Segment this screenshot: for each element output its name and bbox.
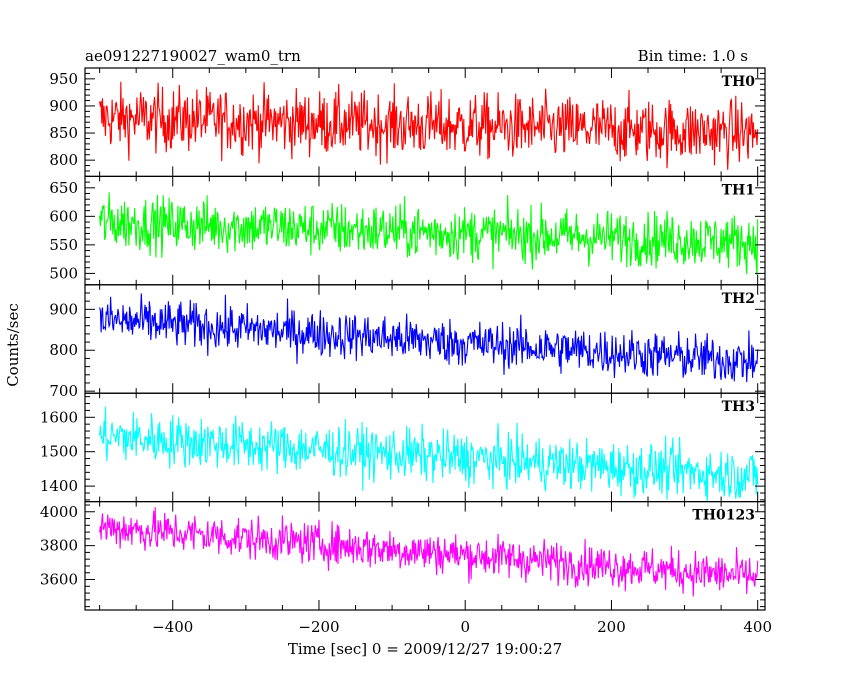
y-tick-label: 1500 — [40, 443, 78, 461]
panel-frame — [84, 501, 766, 611]
y-tick-label: 1600 — [40, 408, 78, 426]
panels-group: 800 850 900 950 TH0 500 550 600 650 TH1 700 800 900 T… — [40, 67, 766, 611]
y-tick-label: 3800 — [40, 537, 78, 555]
y-tick-label: 950 — [49, 70, 78, 88]
panel-th0: 800 850 900 950 TH0 — [49, 67, 766, 178]
panel-label-th3: TH3 — [722, 399, 755, 415]
x-axis-title: Time [sec] 0 = 2009/12/27 19:00:27 — [288, 640, 562, 658]
series-line-th0123 — [99, 507, 759, 597]
x-tick-label: −200 — [298, 618, 339, 636]
y-tick-label: 4000 — [40, 503, 78, 521]
y-tick-label: 550 — [49, 236, 78, 254]
y-tick-label: 900 — [49, 97, 78, 115]
series-line-th3 — [99, 406, 759, 502]
y-tick-label: 3600 — [40, 571, 78, 589]
x-axis: −400 −200 0 200 400 — [152, 618, 772, 636]
y-axis-title: Counts/sec — [4, 303, 22, 387]
y-tick-label: 900 — [49, 300, 78, 318]
x-tick-label: −400 — [152, 618, 193, 636]
y-tick-label: 1400 — [40, 477, 78, 495]
series-line-th2 — [99, 293, 759, 383]
panel-th0123: 3600 3800 4000 TH0123 — [40, 501, 766, 611]
y-tick-label: 650 — [49, 179, 78, 197]
panel-label-th2: TH2 — [722, 291, 755, 307]
panel-label-th1: TH1 — [722, 182, 755, 198]
bin-time-label: Bin time: 1.0 s — [638, 47, 748, 65]
y-tick-label: 800 — [49, 341, 78, 359]
y-tick-label: 800 — [49, 151, 78, 169]
series-line-th1 — [99, 192, 759, 276]
y-tick-label: 500 — [49, 264, 78, 282]
y-tick-label: 600 — [49, 207, 78, 225]
x-tick-label: 400 — [743, 618, 772, 636]
x-tick-label: 200 — [597, 618, 626, 636]
panel-label-th0123: TH0123 — [692, 508, 755, 524]
x-tick-label: 0 — [460, 618, 470, 636]
y-tick-label: 700 — [49, 382, 78, 400]
y-tick-label: 850 — [49, 124, 78, 142]
panel-label-th0: TH0 — [722, 74, 756, 90]
panel-th1: 500 550 600 650 TH1 — [49, 175, 766, 286]
series-line-th0 — [99, 81, 759, 170]
panel-frame — [84, 392, 766, 503]
panel-th2: 700 800 900 TH2 — [49, 284, 766, 400]
panel-th3: 1400 1500 1600 TH3 — [40, 392, 766, 503]
chart-title: ae091227190027_wam0_trn — [85, 47, 301, 65]
